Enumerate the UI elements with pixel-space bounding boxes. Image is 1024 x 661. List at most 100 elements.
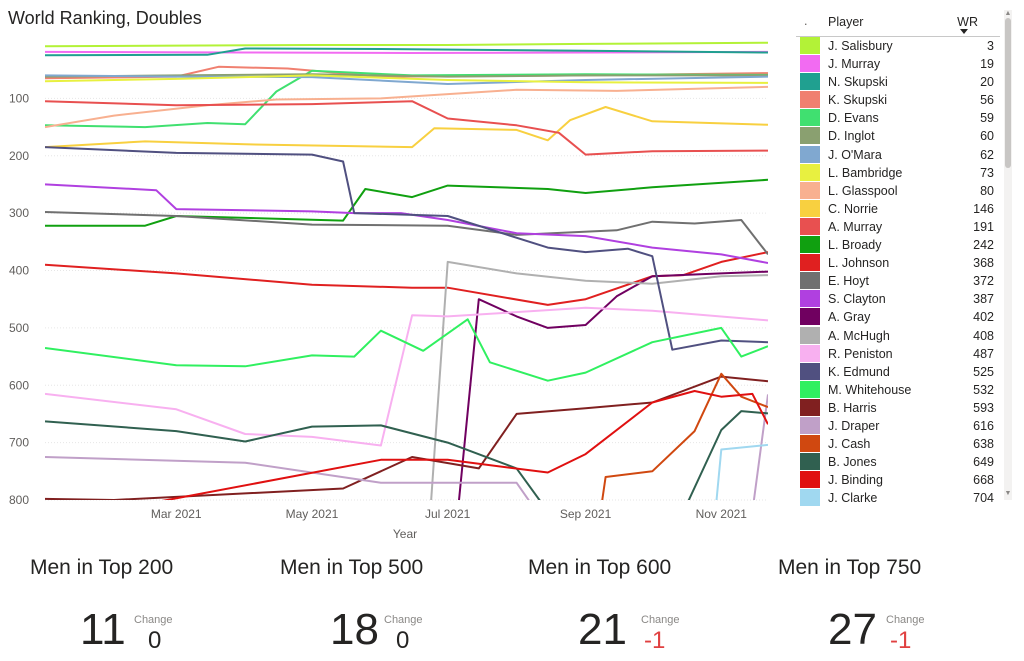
series-line-a-murray[interactable] — [45, 100, 768, 156]
world-ranking: 593 — [973, 400, 994, 415]
series-line-m-whitehouse[interactable] — [45, 318, 768, 382]
kpi-change-value: -1 — [644, 627, 666, 654]
color-swatch — [800, 326, 820, 344]
header-player[interactable]: Player — [828, 15, 864, 29]
kpi-change-label: Change — [886, 614, 925, 626]
table-scrollbar[interactable]: ▲ ▼ — [1004, 10, 1012, 500]
series-line-j-cash[interactable] — [45, 372, 768, 545]
series-line-b-harris[interactable] — [45, 375, 768, 500]
series-line-l-johnson[interactable] — [45, 251, 768, 306]
color-swatch — [800, 272, 820, 290]
player-name: J. Draper — [828, 418, 880, 433]
player-name: J. Salisbury — [828, 39, 893, 53]
player-name: L. Bambridge — [828, 165, 903, 180]
table-row[interactable]: B. Harris 593 — [796, 398, 1000, 417]
table-row[interactable]: A. McHugh 408 — [796, 326, 1000, 345]
x-tick-label: Nov 2021 — [696, 507, 748, 521]
scroll-up-icon[interactable]: ▲ — [1004, 10, 1012, 17]
player-name: J. Cash — [828, 437, 871, 452]
series-line-c-norrie[interactable] — [45, 106, 768, 149]
table-row[interactable]: J. Binding 668 — [796, 471, 1000, 489]
x-tick-label: Jul 2021 — [425, 507, 471, 521]
scroll-thumb[interactable] — [1005, 18, 1011, 168]
kpi-change-label: Change — [641, 614, 680, 626]
table-row[interactable]: K. Skupski 56 — [796, 91, 1000, 109]
player-name: L. Broady — [828, 238, 882, 253]
player-name: L. Glasspool — [828, 183, 898, 198]
table-header: . Player WR — [796, 10, 1000, 37]
header-color-column[interactable]: . — [804, 14, 808, 28]
series-line-a-gray[interactable] — [45, 270, 768, 545]
table-row[interactable]: R. Peniston 487 — [796, 344, 1000, 363]
player-name: R. Peniston — [828, 346, 893, 361]
y-tick-label: 700 — [9, 436, 29, 450]
series-line-r-peniston[interactable] — [45, 306, 768, 447]
series-line-a-mchugh[interactable] — [45, 260, 768, 545]
player-ranking-table: . Player WR J. Salisbury 3 J. Murray 19 N. S… — [796, 10, 1000, 507]
color-swatch — [800, 109, 820, 127]
player-name: J. Murray — [828, 57, 881, 72]
table-row[interactable]: L. Johnson 368 — [796, 254, 1000, 272]
kpi-label: Men in Top 500 — [280, 556, 424, 579]
world-ranking: 368 — [973, 256, 994, 271]
table-row[interactable]: L. Bambridge 73 — [796, 163, 1000, 182]
series-line-j-salisbury[interactable] — [45, 41, 768, 48]
color-swatch — [800, 489, 820, 507]
table-row[interactable]: A. Murray 191 — [796, 217, 1000, 236]
series-line-d-evans[interactable] — [45, 69, 768, 129]
table-row[interactable]: D. Evans 59 — [796, 109, 1000, 127]
sort-descending-icon[interactable] — [960, 29, 968, 34]
series-line-j-o-mara[interactable] — [45, 74, 768, 85]
world-ranking: 402 — [973, 310, 994, 325]
kpi-top-750: Men in Top 750 27 Change -1 — [778, 556, 1008, 661]
table-row[interactable]: K. Edmund 525 — [796, 362, 1000, 381]
table-row[interactable]: N. Skupski 20 — [796, 73, 1000, 91]
series-line-k-edmund[interactable] — [45, 146, 768, 351]
table-row[interactable]: M. Whitehouse 532 — [796, 380, 1000, 399]
table-body: J. Salisbury 3 J. Murray 19 N. Skupski 20 K. S… — [796, 37, 1000, 507]
series-line-j-clarke[interactable] — [45, 443, 768, 545]
kpi-change-label: Change — [134, 614, 173, 626]
player-name: B. Jones — [828, 455, 877, 470]
kpi-value: 18 — [330, 605, 379, 654]
y-tick-label: 500 — [9, 321, 29, 335]
table-row[interactable]: C. Norrie 146 — [796, 199, 1000, 218]
table-row[interactable]: E. Hoyt 372 — [796, 272, 1000, 290]
player-name: A. McHugh — [828, 328, 890, 343]
table-row[interactable]: A. Gray 402 — [796, 308, 1000, 326]
table-row[interactable]: L. Glasspool 80 — [796, 181, 1000, 200]
table-row[interactable]: J. O'Mara 62 — [796, 145, 1000, 164]
table-row[interactable]: B. Jones 649 — [796, 453, 1000, 471]
header-wr[interactable]: WR — [957, 15, 978, 29]
table-row[interactable]: J. Cash 638 — [796, 435, 1000, 453]
series-line-l-glasspool[interactable] — [45, 85, 768, 129]
series-group — [45, 41, 768, 545]
player-name: B. Harris — [828, 400, 877, 415]
color-swatch — [800, 344, 820, 362]
kpi-top-600: Men in Top 600 21 Change -1 — [528, 556, 758, 661]
series-line-j-binding[interactable] — [45, 390, 768, 523]
series-line-l-broady[interactable] — [45, 178, 768, 227]
table-row[interactable]: J. Murray 19 — [796, 55, 1000, 73]
table-row[interactable]: J. Salisbury 3 — [796, 37, 1000, 55]
series-line-l-bambridge[interactable] — [45, 74, 768, 84]
kpi-value: 27 — [828, 605, 877, 654]
table-row[interactable]: J. Draper 616 — [796, 416, 1000, 435]
series-line-n-skupski[interactable] — [45, 47, 768, 57]
player-name: M. Whitehouse — [828, 382, 912, 397]
series-line-b-jones[interactable] — [45, 410, 768, 511]
x-tick-label: May 2021 — [286, 507, 339, 521]
scroll-down-icon[interactable]: ▼ — [1004, 490, 1012, 497]
player-name: K. Skupski — [828, 93, 888, 108]
series-line-s-clayton[interactable] — [45, 183, 768, 264]
table-row[interactable]: D. Inglot 60 — [796, 127, 1000, 145]
player-name: J. Clarke — [828, 491, 878, 506]
series-line-e-hoyt[interactable] — [45, 211, 768, 256]
color-swatch — [800, 290, 820, 308]
table-row[interactable]: S. Clayton 387 — [796, 290, 1000, 308]
color-swatch — [800, 181, 820, 199]
series-line-j-draper[interactable] — [45, 394, 768, 511]
table-row[interactable]: L. Broady 242 — [796, 236, 1000, 254]
table-row[interactable]: J. Clarke 704 — [796, 489, 1000, 507]
world-ranking: 146 — [973, 201, 994, 216]
